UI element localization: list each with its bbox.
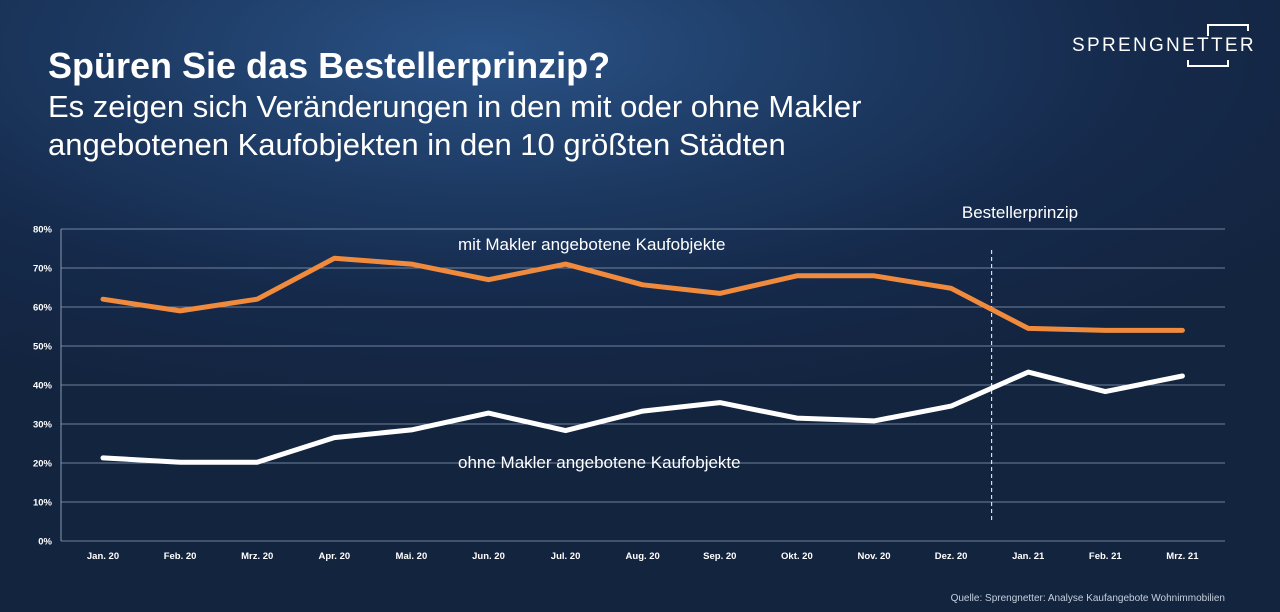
x-tick-label: Feb. 20 [164, 551, 197, 562]
series-labels: mit Makler angebotene Kaufobjekte ohne Ma… [458, 235, 741, 472]
chart-title: Spüren Sie das Bestellerprinzip? [48, 45, 611, 86]
subtitle-line-1: Es zeigen sich Veränderungen in den mit … [48, 89, 862, 124]
x-tick-label: Okt. 20 [781, 551, 813, 562]
source-note: Quelle: Sprengnetter: Analyse Kaufangebo… [950, 593, 1225, 604]
logo-bracket-icon [1187, 24, 1249, 67]
x-tick-label: Aug. 20 [626, 551, 660, 562]
series-lines [100, 255, 1185, 465]
y-tick-label: 10% [33, 498, 53, 509]
y-tick-label: 40% [33, 381, 53, 392]
bestellerprinzip-label: Bestellerprinzip [962, 203, 1078, 222]
series-label-mit-makler: mit Makler angebotene Kaufobjekte [458, 235, 725, 254]
x-tick-label: Sep. 20 [703, 551, 736, 562]
sprengnetter-logo: SPRENGNETTER [1068, 22, 1260, 70]
x-tick-label: Nov. 20 [857, 551, 890, 562]
x-axis-ticks: Jan. 20 Feb. 20 Mrz. 20 Apr. 20 Mai. 20 Jun. … [87, 551, 1199, 562]
series-line-mit-makler [100, 255, 1185, 333]
series-label-ohne-makler: ohne Makler angebotene Kaufobjekte [458, 453, 741, 472]
subtitle-line-2: angebotenen Kaufobjekten in den 10 größt… [48, 127, 786, 162]
y-tick-label: 60% [33, 303, 53, 314]
y-tick-label: 50% [33, 342, 53, 353]
y-tick-label: 70% [33, 264, 53, 275]
series-line-ohne-makler [100, 369, 1185, 465]
y-tick-label: 20% [33, 459, 53, 470]
x-tick-label: Apr. 20 [318, 551, 350, 562]
x-tick-label: Mrz. 20 [241, 551, 273, 562]
x-tick-label: Jun. 20 [472, 551, 505, 562]
x-tick-label: Jan. 21 [1012, 551, 1045, 562]
y-tick-label: 30% [33, 420, 53, 431]
y-tick-label: 80% [33, 225, 53, 236]
chart-subtitle: Es zeigen sich Veränderungen in den mit … [48, 88, 1048, 164]
bestellerprinzip-annotation: Bestellerprinzip [962, 203, 1078, 522]
x-tick-label: Mrz. 21 [1166, 551, 1199, 562]
x-tick-label: Feb. 21 [1089, 551, 1122, 562]
x-tick-label: Jan. 20 [87, 551, 119, 562]
grid-lines [60, 228, 1225, 542]
x-tick-label: Dez. 20 [935, 551, 968, 562]
x-tick-label: Jul. 20 [551, 551, 581, 562]
y-axis-ticks: 0% 10% 20% 30% 40% 50% 60% 70% 80% [33, 225, 53, 548]
logo-wordmark: SPRENGNETTER [1072, 35, 1256, 56]
x-tick-label: Mai. 20 [396, 551, 428, 562]
y-tick-label: 0% [38, 537, 52, 548]
